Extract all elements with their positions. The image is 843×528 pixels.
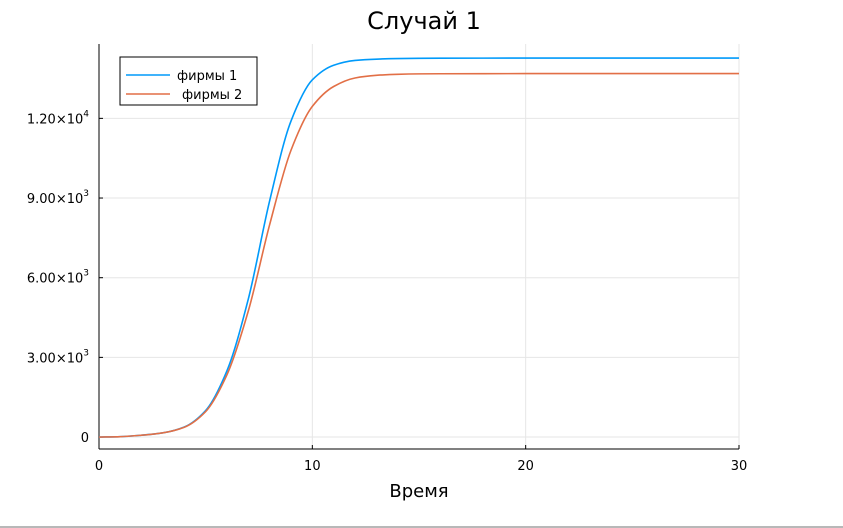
chart-title: Случай 1 xyxy=(367,7,481,35)
x-axis-label: Время xyxy=(389,481,448,502)
y-tick-label: 6.00×103 xyxy=(27,269,89,287)
x-tick-label: 20 xyxy=(517,459,534,474)
y-tick-label: 1.20×104 xyxy=(27,109,89,127)
series-lines xyxy=(98,57,739,438)
legend-label-series-2: фирмы 2 xyxy=(182,88,242,103)
y-tick-exponent: 3 xyxy=(83,269,89,279)
y-tick-label: 9.00×103 xyxy=(27,189,89,207)
x-tick-label: 10 xyxy=(304,459,321,474)
y-tick-mantissa: 1.20×10 xyxy=(27,112,83,127)
y-tick-mantissa: 0 xyxy=(81,431,89,446)
y-tick-mantissa: 3.00×10 xyxy=(27,351,83,366)
legend: фирмы 1 фирмы 2 xyxy=(119,56,258,106)
y-tick-exponent: 4 xyxy=(83,109,89,119)
y-tick-label: 3.00×103 xyxy=(27,348,89,366)
grid-lines xyxy=(98,44,740,449)
x-tick-label: 0 xyxy=(95,459,103,474)
y-tick-label: 0 xyxy=(81,431,89,446)
series-line-1 xyxy=(98,57,739,438)
y-tick-exponent: 3 xyxy=(83,189,89,199)
series-line-2 xyxy=(98,72,739,438)
y-tick-mantissa: 9.00×10 xyxy=(27,192,83,207)
y-tick-exponent: 3 xyxy=(83,348,89,358)
legend-label-series-1: фирмы 1 xyxy=(177,69,237,84)
x-tick-label: 30 xyxy=(731,459,748,474)
y-tick-mantissa: 6.00×10 xyxy=(27,272,83,287)
bottom-divider xyxy=(0,526,843,528)
legend-box xyxy=(119,56,258,106)
